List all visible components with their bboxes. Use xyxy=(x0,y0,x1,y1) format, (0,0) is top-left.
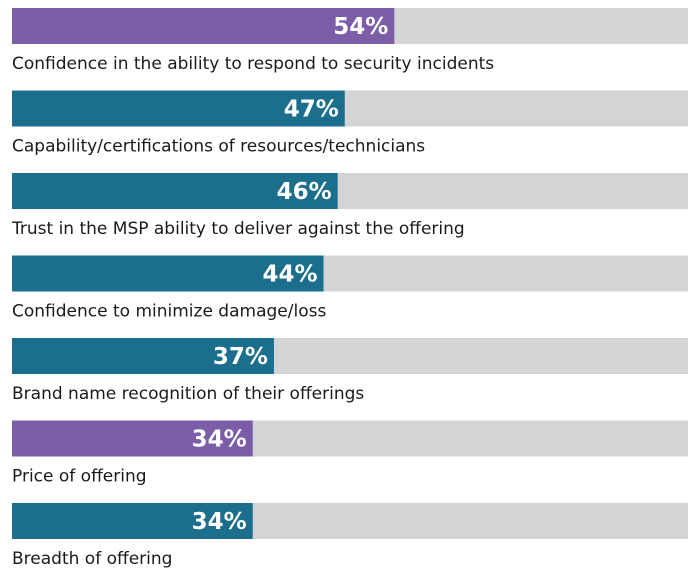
value-label: 34% xyxy=(192,427,247,453)
value-label: 44% xyxy=(262,262,317,288)
value-label: 46% xyxy=(277,179,332,205)
category-label: Confidence to minimize damage/loss xyxy=(12,302,326,322)
bar xyxy=(12,90,345,127)
bar xyxy=(12,255,324,292)
bar xyxy=(12,173,338,209)
value-label: 54% xyxy=(333,14,388,40)
value-label: 34% xyxy=(192,509,247,535)
bar xyxy=(12,338,274,374)
category-label: Confidence in the ability to respond to … xyxy=(12,54,494,74)
category-label: Brand name recognition of their offering… xyxy=(12,384,364,404)
category-label: Capability/certifications of resources/t… xyxy=(12,137,425,157)
category-label: Trust in the MSP ability to deliver agai… xyxy=(11,219,465,239)
bar xyxy=(12,420,253,457)
category-label: Breadth of offering xyxy=(12,549,172,569)
value-label: 37% xyxy=(213,344,268,370)
category-label: Price of offering xyxy=(12,467,147,487)
bar xyxy=(12,503,253,539)
value-label: 47% xyxy=(284,97,339,123)
bar xyxy=(12,8,395,44)
